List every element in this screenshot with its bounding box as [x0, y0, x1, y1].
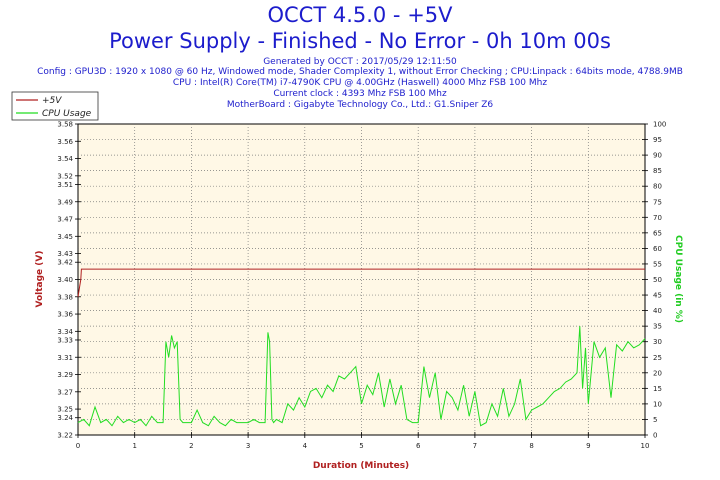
x-tick-label: 3 — [246, 442, 250, 450]
x-tick-label: 0 — [76, 442, 80, 450]
y-left-tick-label: 3.43 — [57, 250, 73, 258]
y-left-tick-label: 3.45 — [57, 233, 73, 241]
y-right-tick-label: 75 — [653, 198, 662, 206]
y-right-tick-label: 95 — [653, 136, 662, 144]
config-info: Config : GPU3D : 1920 x 1080 @ 60 Hz, Wi… — [37, 67, 683, 77]
y-right-tick-label: 0 — [653, 432, 657, 440]
x-tick-label: 4 — [303, 442, 308, 450]
legend-label-voltage: +5V — [42, 96, 62, 106]
y-right-tick-label: 80 — [653, 183, 662, 191]
y-left-tick-label: 3.25 — [57, 406, 73, 414]
y-right-tick-label: 5 — [653, 416, 657, 424]
y-left-tick-label: 3.29 — [57, 371, 73, 379]
x-tick-label: 9 — [586, 442, 590, 450]
cpu-usage-series-line — [77, 326, 646, 427]
y-left-tick-label: 3.49 — [57, 198, 73, 206]
y-left-tick-label: 3.27 — [57, 388, 73, 396]
clock-info: Current clock : 4393 Mhz FSB 100 Mhz — [273, 89, 447, 99]
y-right-tick-label: 10 — [653, 400, 662, 408]
x-axis-title: Duration (Minutes) — [313, 461, 409, 471]
generated-info: Generated by OCCT : 2017/05/29 12:11:50 — [263, 57, 457, 67]
legend-box — [11, 91, 99, 121]
y-right-tick-label: 100 — [653, 121, 666, 129]
y-right-tick-label: 45 — [653, 292, 662, 300]
y-left-tick-label: 3.40 — [57, 276, 73, 284]
y-left-tick-label: 3.56 — [57, 138, 73, 146]
x-tick-label: 6 — [416, 442, 421, 450]
y-right-tick-label: 50 — [653, 276, 662, 284]
y-right-tick-label: 55 — [653, 260, 662, 268]
y-left-tick-label: 3.33 — [57, 336, 73, 344]
y-left-tick-label: 3.36 — [57, 311, 73, 319]
y-right-tick-label: 65 — [653, 229, 662, 237]
y-right-tick-label: 40 — [653, 307, 662, 315]
motherboard-info: MotherBoard : Gigabyte Technology Co., L… — [226, 100, 494, 110]
y-right-tick-label: 15 — [653, 385, 662, 393]
y-axis-left-title: Voltage (V) — [35, 251, 45, 308]
chart-subtitle: Power Supply - Finished - No Error - 0h … — [109, 29, 611, 53]
y-left-tick-label: 3.34 — [57, 328, 73, 336]
voltage-series-line — [77, 268, 645, 297]
y-left-tick-label: 3.22 — [57, 432, 73, 440]
y-right-tick-label: 70 — [653, 214, 662, 222]
x-tick-label: 1 — [132, 442, 136, 450]
y-right-tick-label: 90 — [653, 152, 662, 160]
legend-label-cpu: CPU Usage — [42, 109, 92, 119]
y-left-tick-label: 3.24 — [57, 414, 73, 422]
y-right-tick-label: 60 — [653, 245, 662, 253]
x-tick-label: 8 — [529, 442, 533, 450]
y-left-tick-label: 3.52 — [57, 172, 73, 180]
y-left-tick-label: 3.38 — [57, 293, 73, 301]
chart-title: OCCT 4.5.0 - +5V — [267, 3, 453, 27]
y-right-tick-label: 35 — [653, 323, 662, 331]
cpu-info: CPU : Intel(R) Core(TM) i7-4790K CPU @ 4… — [172, 78, 548, 88]
y-right-tick-label: 85 — [653, 167, 662, 175]
y-left-tick-label: 3.31 — [57, 354, 73, 362]
y-left-tick-label: 3.51 — [57, 181, 73, 189]
y-left-tick-label: 3.42 — [57, 259, 73, 267]
x-tick-label: 2 — [189, 442, 193, 450]
y-axis-right-title: CPU Usage (in %) — [673, 235, 683, 323]
y-left-tick-label: 3.47 — [57, 216, 73, 224]
y-right-tick-label: 30 — [653, 338, 662, 346]
y-left-tick-label: 3.58 — [57, 121, 73, 129]
x-tick-label: 10 — [641, 442, 650, 450]
y-left-tick-label: 3.54 — [57, 155, 73, 163]
y-right-tick-label: 20 — [653, 369, 662, 377]
y-right-tick-label: 25 — [653, 354, 662, 362]
x-tick-label: 5 — [359, 442, 363, 450]
x-tick-label: 7 — [473, 442, 477, 450]
